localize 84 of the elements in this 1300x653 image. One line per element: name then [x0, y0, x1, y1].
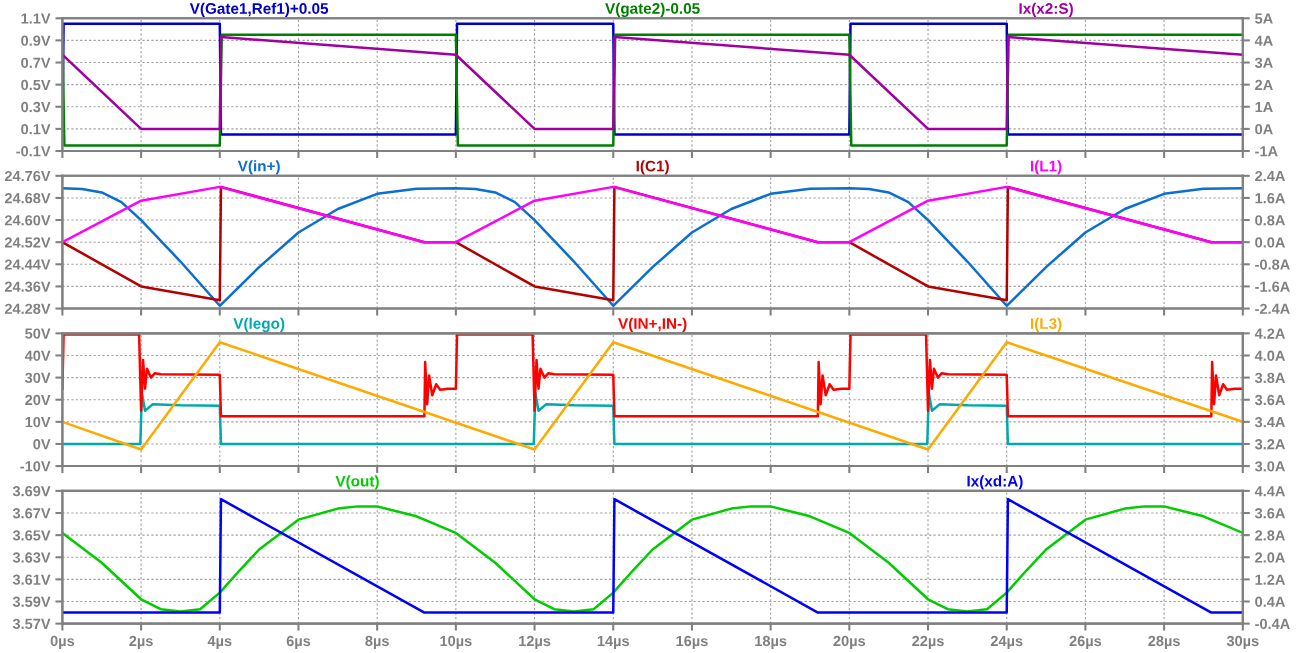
series-label: I(L3)	[1030, 317, 1062, 333]
series-label: Ix(xd:A)	[967, 475, 1023, 490]
text: V(IN+,IN-)	[618, 317, 687, 333]
series-label: I(L1)	[1030, 160, 1062, 175]
y2-tick-label: 1.6A	[1255, 193, 1286, 204]
y-tick-label: 3.59V	[12, 596, 51, 607]
y-tick-label: 24.76V	[4, 170, 51, 182]
y-tick-label: 3.65V	[12, 530, 51, 541]
x-tick-label: 20µs	[833, 635, 866, 650]
x-tick-label: 12µs	[519, 635, 551, 650]
y-tick-label: -0.1V	[16, 146, 51, 157]
y2-tick-label: -2.4A	[1255, 303, 1290, 314]
x-tick-label: 10µs	[440, 635, 472, 650]
y-tick-label: 24.60V	[4, 215, 51, 226]
text: V(lego)	[233, 317, 285, 333]
y-tick-label: 0.3V	[21, 101, 51, 113]
y2-tick-label: 3.8A	[1254, 372, 1286, 384]
y2-tick-label: 4.4A	[1254, 486, 1286, 497]
x-tick-label: 18µs	[755, 635, 787, 650]
x-tick-label: 2µs	[129, 635, 153, 650]
x-tick-label: 22µs	[912, 635, 944, 650]
line-series	[62, 391, 1243, 446]
text: V(in+)	[237, 160, 280, 175]
series-label: Ix(x2:S)	[1019, 2, 1073, 17]
y2-tick-label: 1.2A	[1255, 574, 1286, 585]
y-tick-label: 24.44V	[4, 259, 51, 270]
y-tick-label: 3.63V	[12, 552, 51, 563]
y2-tick-label: 3A	[1254, 57, 1273, 68]
y-tick-label: 0.7V	[21, 57, 51, 68]
y2-tick-label: 0.8A	[1255, 215, 1286, 226]
y2-tick-label: -0.4A	[1255, 618, 1290, 630]
x-tick-label: 4µs	[207, 635, 232, 650]
y2-tick-label: 2A	[1255, 79, 1273, 90]
y-tick-label: 3.69V	[12, 485, 51, 497]
y-tick-label: 0.9V	[21, 35, 51, 46]
y2-tick-label: 3.0A	[1254, 461, 1286, 472]
y-tick-label: 10V	[25, 416, 51, 428]
x-tick-label: 14µs	[597, 635, 630, 650]
y2-tick-label: -0.8A	[1255, 259, 1290, 270]
y2-tick-label: -1.6A	[1255, 281, 1290, 292]
y-tick-label: 24.36V	[4, 281, 51, 292]
y2-tick-label: 3.6A	[1254, 394, 1286, 406]
series-label: V(out)	[335, 475, 379, 490]
y-tick-label: 40V	[24, 350, 51, 361]
y-tick-label: 30V	[24, 372, 51, 384]
y2-tick-label: 3.4A	[1254, 416, 1286, 428]
x-tick-label: 28µs	[1148, 635, 1180, 650]
series-label: V(gate2)-0.05	[605, 2, 700, 17]
y2-tick-label: 0.0A	[1255, 237, 1286, 248]
y-tick-label: 50V	[25, 328, 51, 339]
y-tick-label: 24.52V	[4, 237, 51, 248]
y-tick-label: 24.68V	[4, 193, 51, 204]
y-tick-label: 0.5V	[21, 79, 51, 91]
y-tick-label: 0.1V	[21, 123, 51, 135]
y2-tick-label: 5A	[1255, 13, 1273, 24]
y2-tick-label: -1A	[1255, 146, 1278, 157]
y-tick-label: 3.57V	[12, 618, 51, 630]
y2-tick-label: 0.4A	[1255, 596, 1286, 607]
y2-tick-label: 4.2A	[1254, 328, 1286, 339]
y2-tick-label: 2.8A	[1255, 530, 1286, 541]
y2-tick-label: 3.2A	[1254, 439, 1286, 450]
x-tick-label: 30µs	[1226, 635, 1259, 650]
series-label: I(C1)	[636, 160, 669, 175]
y-tick-label: 0V	[33, 439, 51, 450]
y2-tick-label: 2.4A	[1255, 170, 1286, 182]
y2-tick-label: 2.0A	[1255, 552, 1286, 563]
y-tick-label: 3.67V	[12, 508, 51, 519]
x-tick-label: 26µs	[1069, 635, 1102, 650]
y-tick-label: 24.28V	[4, 303, 51, 314]
y2-tick-label: 1A	[1255, 102, 1273, 113]
series-label: V(Gate1,Ref1)+0.05	[189, 2, 329, 17]
y2-tick-label: 4.0A	[1254, 350, 1286, 361]
y-tick-label: 20V	[25, 394, 51, 406]
x-tick-label: 0µs	[50, 635, 75, 650]
y-tick-label: 1.1V	[21, 13, 51, 24]
y2-tick-label: 4A	[1254, 35, 1273, 46]
y-tick-label: 3.61V	[12, 574, 51, 585]
x-tick-label: 8µs	[365, 635, 389, 650]
y2-tick-label: 3.6A	[1254, 508, 1286, 519]
x-tick-label: 6µs	[286, 635, 311, 650]
y2-tick-label: 0A	[1255, 123, 1273, 135]
y-tick-label: -10V	[20, 461, 51, 472]
x-tick-label: 16µs	[676, 635, 708, 650]
x-tick-label: 24µs	[990, 635, 1023, 650]
